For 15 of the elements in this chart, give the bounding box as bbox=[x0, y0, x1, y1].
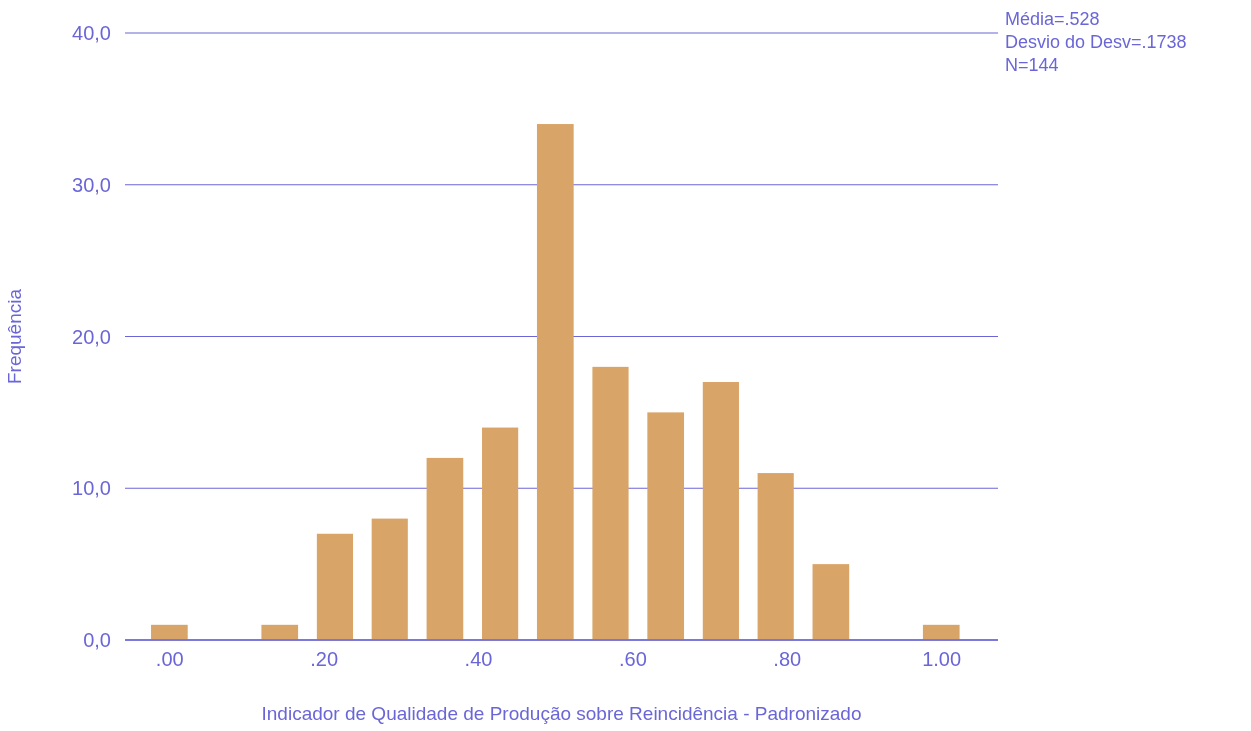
text: Desvio do Desv=.1738 bbox=[1005, 31, 1187, 54]
text: Média=.528 bbox=[1005, 8, 1101, 31]
x-tick-label: .20 bbox=[310, 648, 339, 671]
y-tick-label: 0,0 bbox=[83, 629, 111, 652]
y-tick-label: 20,0 bbox=[72, 325, 111, 348]
x-tick-label: .60 bbox=[618, 648, 647, 671]
x-tick-label: 1.00 bbox=[922, 648, 962, 671]
y-tick-label: 10,0 bbox=[72, 477, 111, 500]
x-tick-label: .40 bbox=[464, 648, 493, 671]
y-tick-label: 30,0 bbox=[72, 173, 111, 196]
x-tick-label: .00 bbox=[155, 648, 184, 671]
x-axis-title: Indicador de Qualidade de Produção sobre Reincidência - Padronizado bbox=[261, 703, 862, 724]
y-tick-label: 40,0 bbox=[72, 22, 111, 45]
text: N=144 bbox=[1005, 54, 1060, 77]
x-tick-label: .80 bbox=[773, 648, 802, 671]
